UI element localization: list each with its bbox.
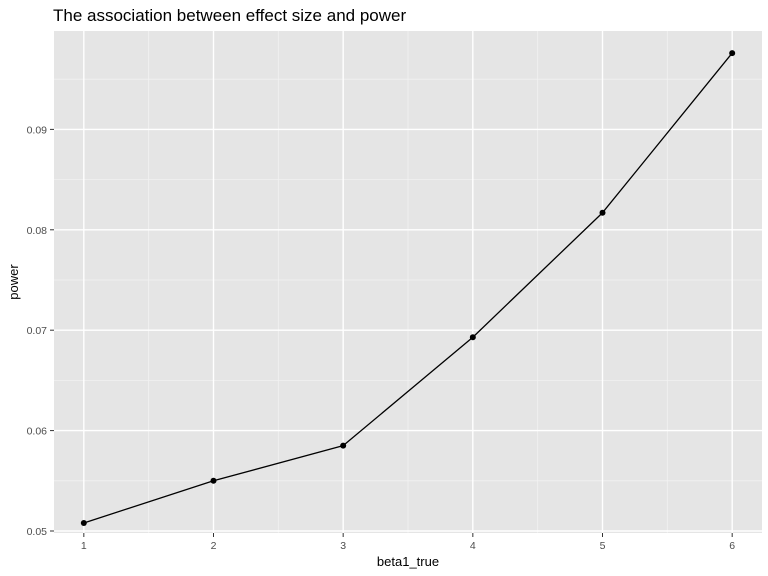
y-tick-label: 0.07 — [27, 325, 48, 337]
y-tick-label: 0.09 — [27, 124, 48, 136]
x-tick-label: 1 — [81, 540, 87, 552]
y-tick-label: 0.05 — [27, 526, 48, 538]
x-tick-label: 6 — [729, 540, 735, 552]
data-point — [80, 519, 87, 526]
x-tick-label: 3 — [340, 540, 346, 552]
x-tick-label: 2 — [211, 540, 217, 552]
axis-ticks — [50, 128, 733, 537]
x-tick-labels: 1 2 3 4 5 6 — [81, 540, 735, 552]
y-axis-title: power — [6, 264, 21, 300]
power-line — [83, 52, 733, 524]
data-point — [599, 209, 606, 216]
power-series — [80, 50, 736, 526]
y-tick-labels: 0.05 0.06 0.07 0.08 0.09 — [27, 124, 48, 538]
y-tick-label: 0.06 — [27, 426, 48, 438]
x-axis-title: beta1_true — [377, 554, 439, 569]
data-point — [729, 50, 736, 57]
data-point — [340, 442, 347, 449]
x-tick-label: 4 — [470, 540, 476, 552]
chart-title: The association between effect size and … — [53, 6, 406, 25]
data-point — [469, 334, 476, 341]
x-tick-label: 5 — [600, 540, 606, 552]
grid-lines — [54, 31, 762, 533]
y-tick-label: 0.08 — [27, 225, 48, 237]
data-point — [210, 477, 217, 484]
